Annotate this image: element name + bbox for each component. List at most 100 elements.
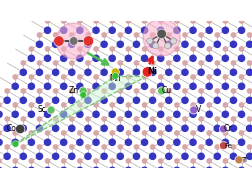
Circle shape [44,139,51,145]
Circle shape [125,167,132,173]
Text: Cr: Cr [224,125,233,133]
Circle shape [117,125,123,131]
Circle shape [159,103,163,107]
Circle shape [52,153,59,159]
Circle shape [36,41,43,47]
Circle shape [190,106,198,114]
Circle shape [231,117,236,121]
Circle shape [191,47,195,51]
Circle shape [28,83,35,89]
Circle shape [159,47,163,51]
Circle shape [150,117,155,121]
Circle shape [125,139,132,145]
Circle shape [4,125,10,131]
Circle shape [102,117,106,121]
Circle shape [69,37,78,45]
Circle shape [86,61,90,65]
Circle shape [239,75,244,79]
Circle shape [231,145,236,149]
Circle shape [214,97,220,103]
Circle shape [215,89,219,93]
Circle shape [167,173,171,177]
Circle shape [93,111,99,117]
Circle shape [0,103,1,107]
Circle shape [53,33,58,37]
Circle shape [110,131,114,135]
Circle shape [182,153,188,159]
Text: V: V [196,105,201,115]
Circle shape [158,55,164,61]
Circle shape [125,111,132,117]
Circle shape [78,159,82,163]
Circle shape [207,131,211,135]
Circle shape [134,173,139,177]
Circle shape [37,33,42,37]
Circle shape [199,61,203,65]
Circle shape [198,97,204,103]
Circle shape [44,27,51,33]
Circle shape [170,38,177,44]
Circle shape [239,103,244,107]
Circle shape [93,83,99,89]
Circle shape [78,103,82,107]
Circle shape [13,131,17,135]
Circle shape [21,89,25,93]
Circle shape [126,75,131,79]
Circle shape [133,125,140,131]
Circle shape [45,19,50,23]
Circle shape [207,75,211,79]
Circle shape [77,111,83,117]
Circle shape [231,33,236,37]
Circle shape [230,41,237,47]
Circle shape [222,111,229,117]
Circle shape [94,47,98,51]
Circle shape [45,75,50,79]
Circle shape [4,153,10,159]
Circle shape [70,33,74,37]
Circle shape [141,83,148,89]
Circle shape [133,97,140,103]
Circle shape [86,173,90,177]
Circle shape [206,111,212,117]
Circle shape [158,83,164,89]
Circle shape [215,117,219,121]
Circle shape [77,167,83,173]
Circle shape [214,125,220,131]
Circle shape [182,69,188,75]
Circle shape [206,167,212,173]
Circle shape [21,117,25,121]
Circle shape [117,97,123,103]
Circle shape [79,87,87,95]
Circle shape [134,61,139,65]
Circle shape [215,145,219,149]
Circle shape [125,83,132,89]
Circle shape [13,103,17,107]
Circle shape [5,173,9,177]
Text: Mn: Mn [110,74,121,83]
Circle shape [246,69,252,75]
Circle shape [167,89,171,93]
Circle shape [174,111,180,117]
Circle shape [214,69,220,75]
Circle shape [222,55,229,61]
Circle shape [53,89,58,93]
Circle shape [126,131,131,135]
Circle shape [80,92,86,98]
Circle shape [223,103,228,107]
Circle shape [158,139,164,145]
Circle shape [159,159,163,163]
Circle shape [86,145,90,149]
Circle shape [182,125,188,131]
Circle shape [149,153,156,159]
Circle shape [12,167,18,173]
Circle shape [183,33,187,37]
Circle shape [44,111,51,117]
Circle shape [183,61,187,65]
Circle shape [5,89,9,93]
Circle shape [20,125,26,131]
Circle shape [53,145,58,149]
Circle shape [85,153,91,159]
Circle shape [198,125,204,131]
Circle shape [153,43,159,49]
Circle shape [190,83,196,89]
